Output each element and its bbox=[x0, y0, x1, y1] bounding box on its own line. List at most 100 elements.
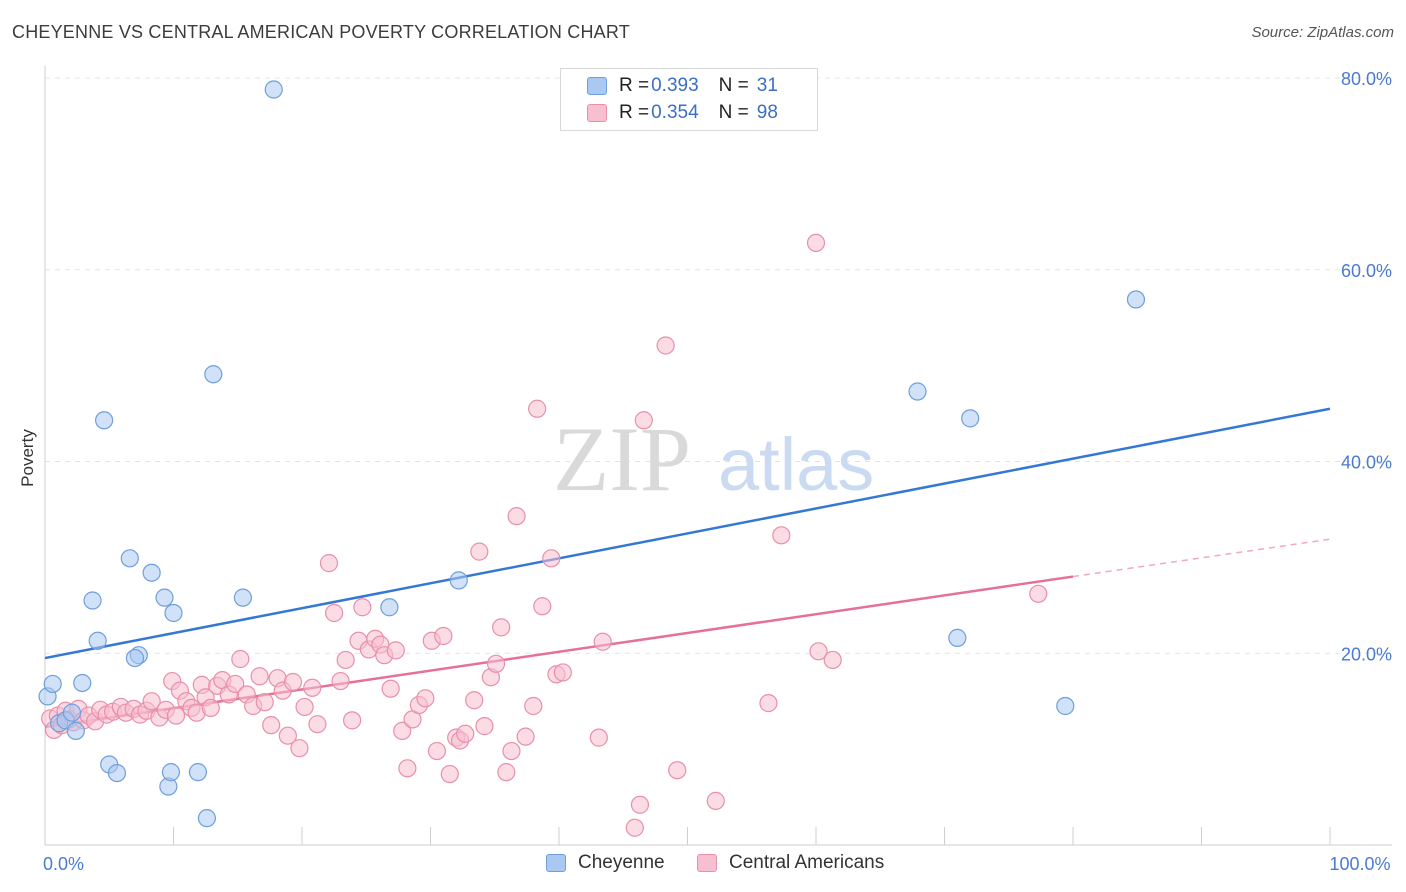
central-americans-point-70 bbox=[440, 764, 459, 784]
chart-source: Source: ZipAtlas.com bbox=[1251, 24, 1394, 41]
central-americans-point-93 bbox=[634, 411, 653, 430]
cheyenne-point-19 bbox=[164, 603, 183, 623]
central-americans-point-39 bbox=[255, 693, 274, 712]
chart-title: CHEYENNE VS CENTRAL AMERICAN POVERTY COR… bbox=[12, 22, 630, 42]
central-americans-point-50 bbox=[325, 603, 344, 623]
legend-label-cheyenne: Cheyenne bbox=[578, 852, 665, 873]
cheyenne-point-14 bbox=[142, 563, 161, 582]
central-americans-point-103 bbox=[625, 818, 644, 837]
central-americans-point-94 bbox=[656, 336, 675, 355]
cheyenne-point-7 bbox=[83, 591, 102, 610]
central-americans-point-101 bbox=[806, 233, 826, 253]
central-americans-point-97 bbox=[759, 694, 778, 713]
central-americans-point-82 bbox=[507, 507, 526, 526]
cheyenne-point-26 bbox=[449, 571, 468, 590]
central-americans-point-100 bbox=[823, 650, 842, 670]
central-americans-point-95 bbox=[668, 761, 687, 780]
cheyenne-point-1 bbox=[43, 674, 62, 694]
cheyenne-point-16 bbox=[155, 588, 174, 607]
central-americans-point-46 bbox=[295, 697, 314, 717]
central-americans-point-86 bbox=[533, 597, 552, 616]
r-value-cheyenne: 0.393 bbox=[651, 75, 699, 96]
central-americans-point-49 bbox=[319, 554, 339, 573]
legend-row-central-americans: R = 0.354 N = 98 bbox=[587, 100, 778, 126]
x-tick-label-0: 0.0% bbox=[43, 854, 84, 874]
cheyenne-point-4 bbox=[62, 703, 82, 722]
cheyenne-point-31 bbox=[1126, 290, 1146, 309]
central-americans-point-30 bbox=[201, 698, 220, 717]
series-legend: Cheyenne Central Americans bbox=[0, 852, 1406, 878]
central-americans-point-51 bbox=[331, 671, 350, 691]
cheyenne-point-25 bbox=[380, 598, 399, 617]
cheyenne-point-20 bbox=[188, 763, 208, 782]
central-americans-point-53 bbox=[343, 711, 362, 730]
cheyenne-point-5 bbox=[66, 721, 85, 741]
cheyenne-point-30 bbox=[1056, 696, 1075, 716]
central-americans-point-74 bbox=[465, 691, 484, 710]
central-americans-point-84 bbox=[524, 696, 543, 716]
legend-row-cheyenne: R = 0.393 N = 31 bbox=[587, 73, 778, 99]
central-americans-point-76 bbox=[475, 717, 494, 736]
n-label: N = bbox=[718, 75, 749, 96]
n-label: N = bbox=[718, 102, 749, 123]
cheyenne-point-24 bbox=[264, 80, 283, 99]
central-americans-swatch bbox=[697, 854, 717, 872]
central-americans-point-19 bbox=[142, 692, 161, 711]
central-americans-point-81 bbox=[502, 741, 521, 761]
central-americans-point-68 bbox=[427, 741, 447, 761]
central-americans-point-98 bbox=[772, 526, 791, 545]
y-axis-label: Poverty bbox=[18, 429, 37, 487]
central-americans-point-91 bbox=[593, 632, 612, 651]
cheyenne-point-29 bbox=[961, 409, 980, 428]
central-americans-swatch bbox=[587, 104, 607, 122]
central-americans-point-60 bbox=[381, 679, 400, 698]
central-americans-point-89 bbox=[553, 663, 572, 682]
central-americans-point-99 bbox=[809, 642, 828, 661]
central-americans-point-61 bbox=[386, 641, 405, 660]
watermark: ZIP atlas bbox=[553, 408, 874, 510]
cheyenne-point-23 bbox=[233, 588, 252, 607]
central-americans-point-92 bbox=[630, 795, 650, 814]
cheyenne-point-27 bbox=[908, 382, 927, 401]
data-points bbox=[38, 80, 1146, 837]
cheyenne-point-11 bbox=[107, 763, 127, 783]
legend-label-central-americans: Central Americans bbox=[729, 852, 885, 873]
cheyenne-point-8 bbox=[88, 631, 107, 650]
watermark-atlas: atlas bbox=[718, 423, 874, 506]
y-tick-label-20: 20.0% bbox=[1341, 644, 1392, 664]
cheyenne-swatch bbox=[546, 854, 566, 872]
central-americans-point-47 bbox=[303, 678, 322, 697]
central-americans-point-55 bbox=[353, 598, 372, 617]
central-americans-point-69 bbox=[434, 626, 453, 646]
n-value-cheyenne: 31 bbox=[756, 75, 778, 96]
cheyenne-point-22 bbox=[204, 365, 223, 384]
central-americans-point-79 bbox=[492, 618, 511, 637]
central-americans-point-48 bbox=[308, 715, 327, 734]
central-americans-point-52 bbox=[336, 650, 355, 670]
cheyenne-point-9 bbox=[95, 411, 114, 430]
grid-lines bbox=[45, 77, 1392, 654]
central-americans-point-62 bbox=[393, 721, 412, 741]
cheyenne-point-18 bbox=[161, 763, 181, 782]
central-americans-point-90 bbox=[589, 728, 608, 747]
central-americans-point-78 bbox=[486, 654, 506, 673]
n-value-central-americans: 98 bbox=[756, 102, 778, 123]
central-americans-point-38 bbox=[250, 667, 269, 686]
central-americans-point-45 bbox=[290, 739, 309, 758]
central-americans-point-40 bbox=[262, 716, 281, 735]
central-americans-point-66 bbox=[416, 689, 435, 708]
correlation-legend: R = 0.393 N = 31 R = 0.354 N = 98 bbox=[560, 68, 818, 131]
legend-item-central-americans: Central Americans bbox=[697, 852, 884, 874]
cheyenne-point-15 bbox=[125, 648, 145, 668]
central-americans-point-63 bbox=[398, 759, 417, 778]
cheyenne-point-6 bbox=[73, 673, 92, 693]
central-americans-point-44 bbox=[283, 672, 303, 692]
central-americans-point-96 bbox=[706, 791, 725, 810]
watermark-zip: ZIP bbox=[553, 408, 691, 510]
central-americans-trend-extension bbox=[1072, 538, 1331, 578]
central-americans-point-23 bbox=[166, 706, 186, 725]
central-americans-point-87 bbox=[542, 549, 561, 568]
y-tick-label-80: 80.0% bbox=[1341, 69, 1392, 89]
central-americans-point-35 bbox=[231, 649, 250, 669]
central-americans-point-73 bbox=[456, 724, 475, 743]
